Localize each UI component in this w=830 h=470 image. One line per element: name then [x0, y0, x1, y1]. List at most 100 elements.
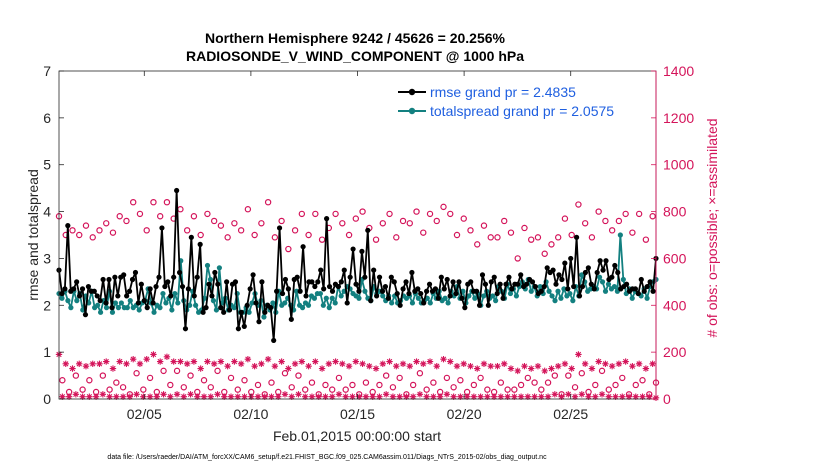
rmse-point [71, 286, 77, 292]
obs-assimilated-marker [143, 355, 150, 363]
rmse-point [347, 274, 353, 280]
totalspread-point [555, 288, 561, 294]
rmse-point [559, 276, 565, 283]
obs-assimilated-marker [288, 393, 295, 400]
totalspread-point [549, 293, 555, 299]
obs-assimilated-marker [173, 391, 181, 398]
rmse-point [91, 288, 97, 294]
totalspread-point [427, 300, 433, 306]
right-tick-label: 400 [663, 297, 687, 313]
obs-assimilated-marker [490, 393, 498, 400]
obs-assimilated-marker [200, 393, 208, 400]
obs-assimilated-marker [541, 367, 548, 375]
obs-possible-marker [241, 377, 248, 384]
rmse-point [368, 298, 374, 304]
obs-assimilated-marker [339, 360, 346, 368]
rmse-point [103, 300, 109, 306]
rmse-point [315, 279, 321, 285]
rmse-point [121, 272, 127, 278]
obs-possible-marker [602, 217, 609, 225]
obs-assimilated-marker [507, 365, 515, 372]
rmse-point [403, 279, 409, 285]
x-axis-ticks: 02/05 02/10 02/15 02/20 02/25 [127, 71, 588, 422]
obs-possible-marker [632, 381, 639, 389]
totalspread-point [389, 300, 395, 306]
obs-assimilated-marker [386, 358, 393, 365]
totalspread-point [163, 300, 169, 306]
rmse-point [494, 290, 500, 297]
rmse-point [418, 290, 424, 297]
totalspread-point [172, 290, 178, 297]
rmse-point [326, 283, 333, 290]
totalspread-point [472, 295, 478, 301]
obs-possible-marker [608, 227, 616, 234]
rmse-point [221, 309, 227, 315]
obs-assimilated-marker [241, 393, 248, 400]
obs-assimilated-marker [635, 360, 643, 368]
obs-possible-marker [123, 217, 130, 225]
obs-assimilated-marker [362, 393, 370, 400]
obs-assimilated-marker [69, 365, 76, 372]
obs-assimilated-marker [399, 360, 407, 368]
totalspread-point [466, 293, 472, 299]
plot-area [55, 70, 660, 402]
rmse-point [224, 279, 230, 285]
rmse-point [235, 326, 241, 332]
obs-assimilated-marker [89, 360, 96, 368]
rmse-point [132, 269, 139, 276]
obs-assimilated-marker [318, 365, 326, 372]
obs-possible-marker [298, 210, 306, 218]
obs-assimilated-marker [103, 358, 110, 365]
rmse-point [135, 300, 142, 306]
obs-assimilated-marker [460, 360, 467, 368]
rmse-point [97, 298, 103, 304]
rmse-point [591, 286, 597, 292]
totalspread-point [311, 295, 318, 301]
obs-assimilated-marker [470, 393, 478, 400]
obs-assimilated-marker [612, 393, 619, 400]
obs-possible-marker [514, 255, 521, 262]
rmse-point [600, 267, 606, 273]
obs-possible-marker [635, 210, 643, 218]
rmse-point [623, 281, 630, 287]
rmse-point [556, 272, 562, 278]
obs-possible-marker [69, 227, 76, 234]
obs-possible-marker [517, 381, 525, 389]
rmse-point [529, 279, 536, 285]
obs-possible-marker [588, 234, 596, 241]
obs-assimilated-marker [396, 393, 403, 400]
x-tick-label: 02/25 [553, 406, 588, 422]
obs-assimilated-marker [393, 363, 400, 370]
obs-possible-marker [629, 229, 636, 236]
obs-possible-marker [598, 367, 606, 375]
obs-assimilated-marker [275, 393, 282, 400]
obs-possible-marker [521, 224, 528, 232]
obs-assimilated-marker [450, 393, 457, 400]
obs-assimilated-marker [642, 365, 650, 372]
obs-possible-marker [96, 227, 103, 234]
obs-assimilated-marker [416, 391, 424, 398]
obs-possible-marker [622, 210, 629, 218]
totalspread-point [596, 274, 603, 280]
rmse-point [165, 279, 171, 285]
obs-possible-marker [99, 372, 107, 379]
totalspread-point [570, 298, 576, 304]
rmse-point [297, 288, 303, 294]
left-axis-ticks: 0 1 2 3 4 5 6 7 [43, 63, 64, 407]
obs-possible-marker [224, 234, 231, 241]
obs-assimilated-marker [629, 363, 636, 370]
rmse-point [647, 279, 653, 285]
obs-assimilated-marker [109, 365, 117, 372]
obs-assimilated-marker [605, 393, 612, 400]
rmse-point [300, 244, 306, 250]
legend-rmse-label: rmse grand pr = 2.4835 [430, 84, 576, 100]
obs-assimilated-marker [268, 393, 275, 400]
obs-assimilated-marker [65, 393, 73, 400]
obs-assimilated-marker [140, 393, 147, 400]
obs-assimilated-marker [298, 358, 306, 365]
obs-possible-marker [82, 222, 90, 229]
totalspread-point [216, 265, 222, 271]
obs-possible-marker [612, 381, 619, 389]
rmse-point [341, 267, 347, 273]
obs-assimilated-marker [308, 393, 316, 400]
